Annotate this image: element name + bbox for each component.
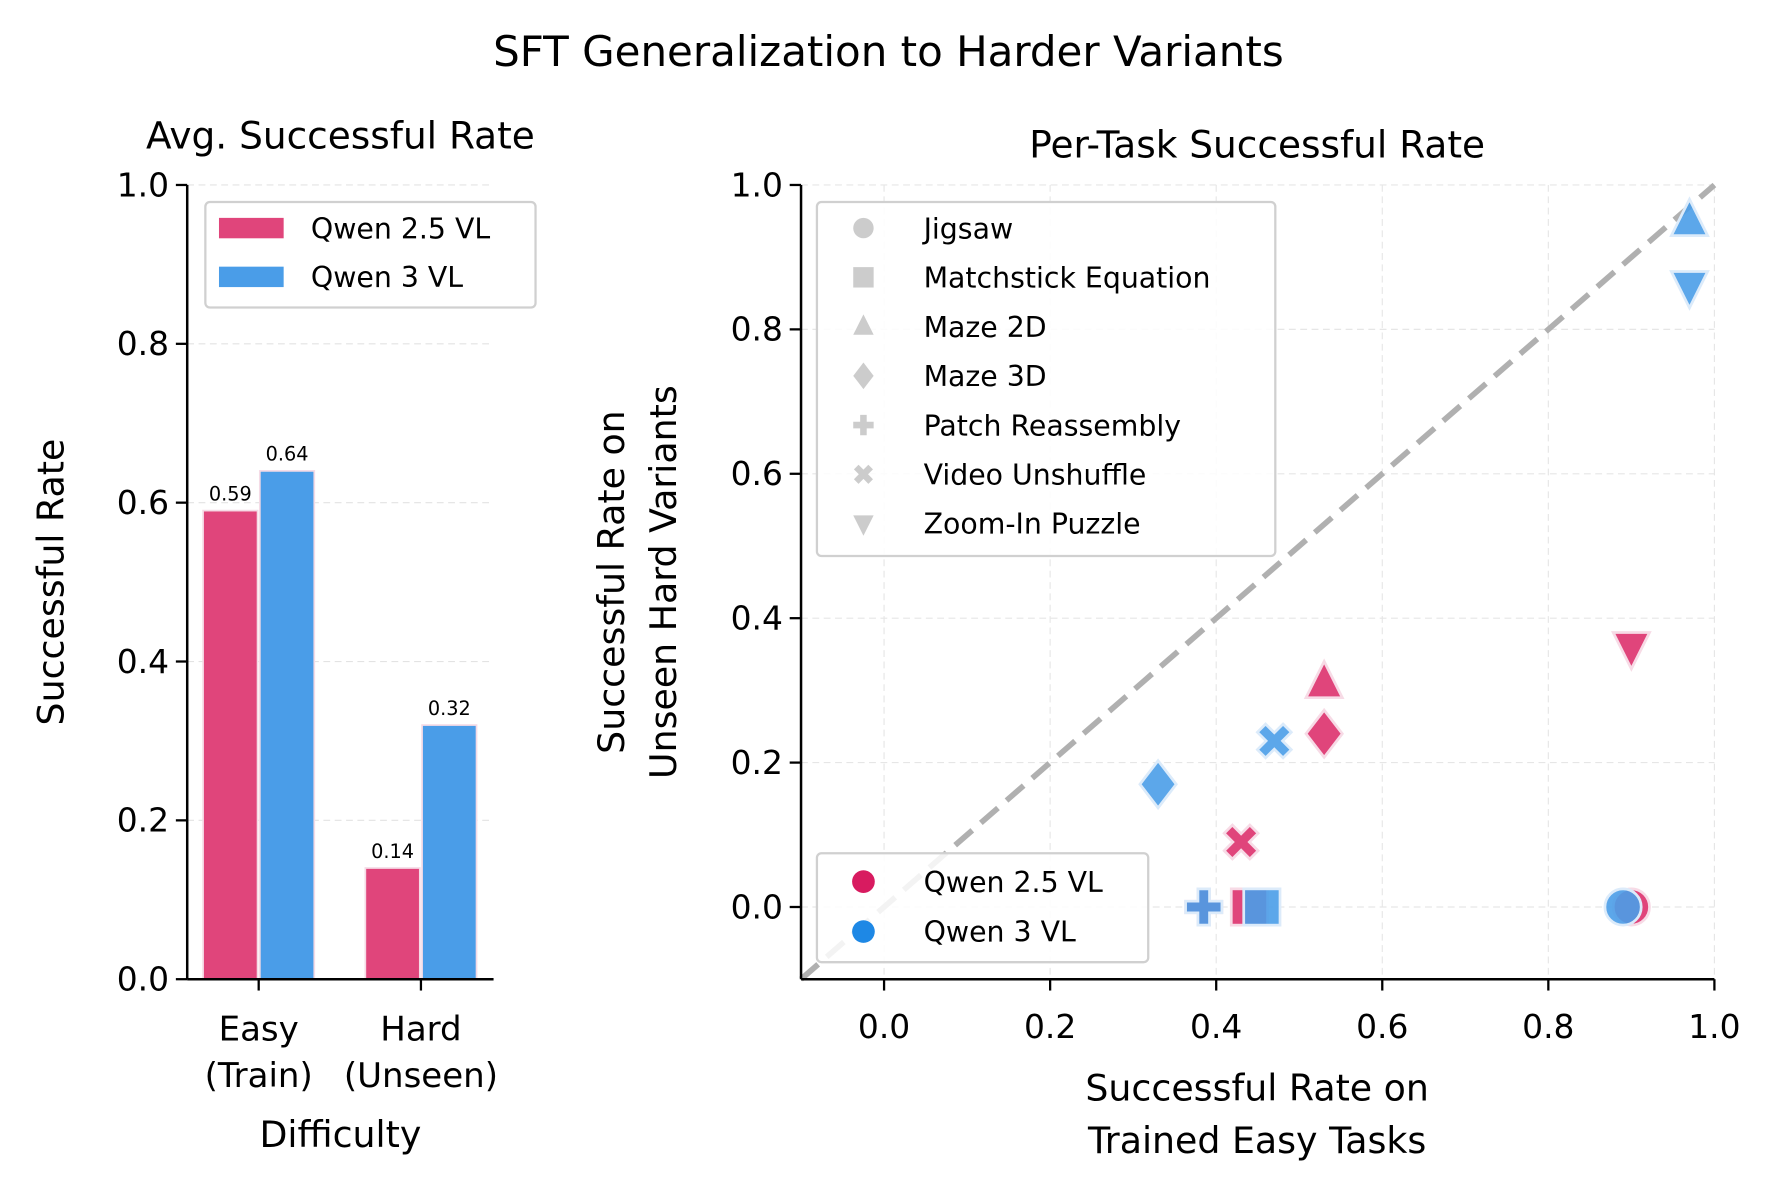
legend-marker [853,362,874,390]
legend-label: Zoom-In Puzzle [924,508,1141,541]
legend-label: Qwen 3 VL [311,261,463,294]
legend-marker [853,267,874,288]
legend-label: Patch Reassembly [924,409,1181,442]
legend-marker [853,414,874,436]
legend-box [204,200,537,309]
scatter-point [1669,196,1710,237]
x-tick-label: 0.2 [1024,1007,1076,1046]
x-tick-label: 1.0 [1688,1007,1740,1046]
scatter-point [1184,887,1224,927]
figure-title: SFT Generalization to Harder Variants [493,27,1284,76]
legend-marker [853,217,874,239]
x-tick-label: Hard [380,1009,461,1049]
scatter-point [1222,823,1260,861]
x-tick-label: (Unseen) [344,1056,498,1096]
diagonal-line [799,182,1717,982]
y-tick-label: 0.6 [117,483,169,522]
bar [364,867,421,981]
legend-label: Qwen 2.5 VL [311,212,490,245]
y-tick-label: 0.4 [117,642,169,681]
scatter-chart: Per-Task Successful Rate 0.0 0.2 0.4 0.6 0.8 1… [590,123,1741,1162]
y-axis-label: Successful Rate [30,439,73,726]
x-tick-label: (Train) [205,1056,313,1096]
scatter-point [1242,887,1282,927]
model-legend-box [815,852,1150,964]
legend-marker [852,920,875,943]
bar-chart-title: Avg. Successful Rate [146,114,535,158]
scatter-point [1138,758,1178,811]
y-tick-label: 0.8 [117,324,169,363]
y-tick-label: 0.8 [731,310,783,349]
y-tick-label: 1.0 [117,165,169,204]
legend-marker [853,515,874,536]
x-tick-label: 0.4 [1190,1007,1242,1046]
task-legend-box [815,200,1277,558]
x-axis-label: Successful Rate on [1085,1067,1429,1110]
bar-value-label: 0.32 [428,697,471,720]
bar-value-label: 0.64 [266,443,309,466]
bar-value-label: 0.14 [371,840,414,863]
bar [421,724,478,981]
legend-label: Qwen 2.5 VL [924,866,1103,899]
scatter-point [1303,658,1345,700]
scatter-point [1304,707,1345,760]
x-tick-label: Easy [219,1009,299,1049]
legend-marker [853,314,874,335]
scatter-point [1603,887,1643,927]
y-axis-label: Successful Rate on [590,410,633,754]
legend-marker [852,870,875,893]
legend-label: Video Unshuffle [924,459,1147,492]
y-tick-label: 0.0 [117,960,169,999]
bar-chart: Avg. Successful Rate 0.0 0.2 0.4 0.6 0.8 1.0 0.… [30,114,537,1156]
legend-label: Qwen 3 VL [924,916,1076,949]
scatter-point [1669,270,1710,311]
legend-label: Jigsaw [922,212,1014,245]
y-tick-label: 0.2 [117,801,169,840]
y-tick-label: 0.2 [731,743,783,782]
legend-swatch [218,217,284,239]
y-tick-label: 0.6 [731,454,783,493]
scatter-point [1611,631,1652,672]
x-tick-label: 0.6 [1356,1007,1408,1046]
x-axis-label: Difficulty [259,1113,421,1156]
legend-marker [853,464,873,484]
legend-label: Maze 2D [924,311,1047,344]
y-axis-label: Unseen Hard Variants [642,385,685,779]
bar-value-label: 0.59 [209,482,252,505]
y-tick-label: 0.0 [731,887,783,926]
legend-label: Matchstick Equation [924,262,1211,295]
x-tick-label: 0.8 [1522,1007,1574,1046]
legend-label: Maze 3D [924,360,1047,393]
scatter-chart-title: Per-Task Successful Rate [1029,123,1485,167]
y-tick-label: 1.0 [731,165,783,204]
x-axis-label: Trained Easy Tasks [1087,1119,1426,1162]
scatter-point [1255,722,1294,760]
bar [202,509,259,981]
legend-swatch [218,266,284,288]
y-tick-label: 0.4 [731,599,783,638]
bar [258,470,316,981]
x-tick-label: 0.0 [858,1007,910,1046]
